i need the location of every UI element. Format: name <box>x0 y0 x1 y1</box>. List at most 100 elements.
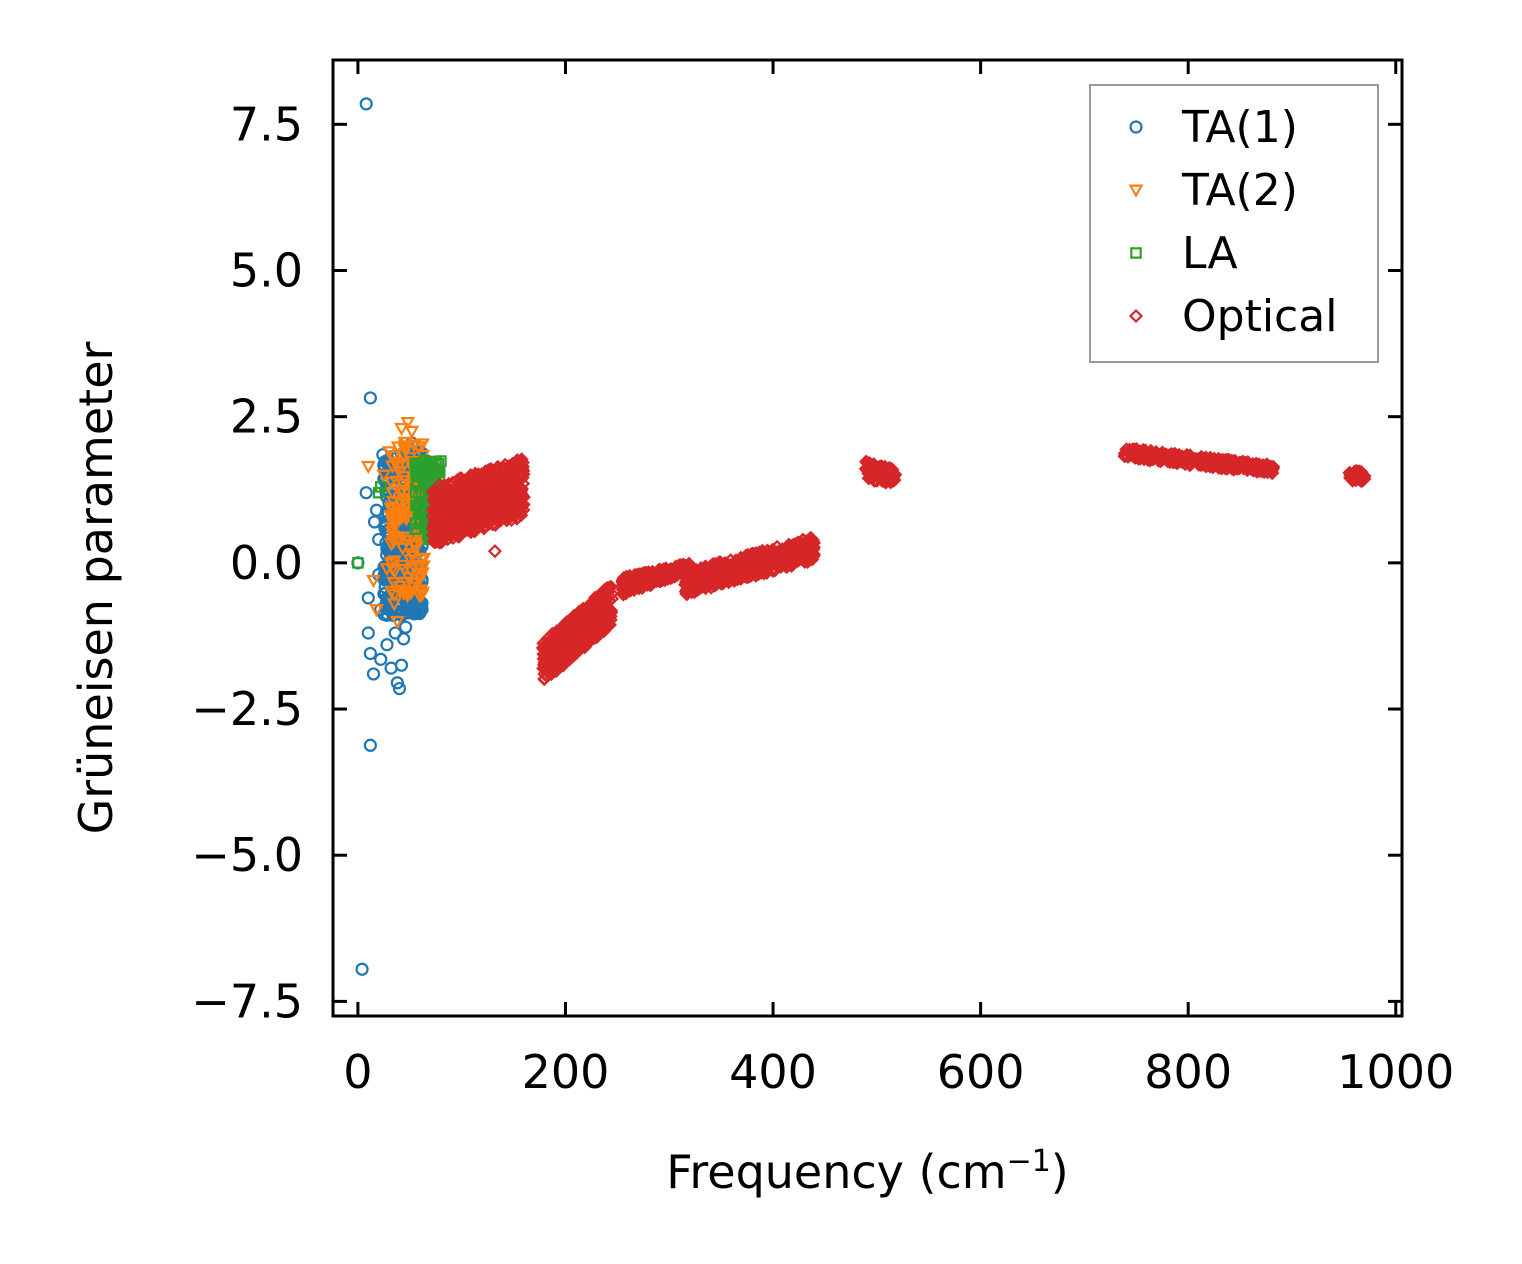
data-point <box>360 460 376 475</box>
data-point <box>441 492 456 507</box>
data-point <box>1225 460 1240 475</box>
data-point <box>386 496 401 510</box>
data-point <box>490 484 505 499</box>
data-point <box>429 534 444 549</box>
data-point <box>568 631 583 646</box>
data-point <box>417 500 430 513</box>
data-point <box>397 436 413 451</box>
y-axis-title: Grüneisen parameter <box>69 341 123 834</box>
data-point <box>735 568 750 583</box>
data-point <box>1125 447 1140 462</box>
data-point <box>762 558 777 573</box>
legend-marker-ta-1 <box>1129 120 1143 134</box>
data-point <box>474 516 489 531</box>
data-point <box>710 576 725 591</box>
data-point <box>492 469 508 484</box>
data-point <box>387 555 402 569</box>
data-point <box>760 543 775 558</box>
data-point <box>396 495 412 510</box>
data-point <box>359 97 373 111</box>
data-point <box>1203 450 1218 466</box>
data-point <box>384 556 400 571</box>
data-point <box>361 591 375 605</box>
data-point <box>1194 455 1209 470</box>
data-point <box>1211 460 1226 475</box>
legend-marker-ta-2 <box>1128 184 1144 198</box>
data-point <box>592 587 607 603</box>
data-point <box>1347 467 1362 482</box>
data-point <box>553 655 568 670</box>
data-point <box>451 502 466 518</box>
x-tick-label: 0 <box>343 1045 372 1099</box>
data-point <box>359 486 373 500</box>
data-point <box>637 574 652 589</box>
data-point <box>391 465 407 480</box>
data-point <box>415 586 431 600</box>
y-tick-label: −7.5 <box>191 974 303 1028</box>
data-point <box>547 657 562 672</box>
data-point <box>485 482 500 497</box>
y-tick-label: 7.5 <box>230 97 303 151</box>
data-point <box>498 457 513 472</box>
data-point <box>472 482 487 497</box>
data-point <box>648 567 663 582</box>
x-axis-title: Frequency (cm−1) <box>666 1144 1069 1200</box>
data-point <box>352 557 364 569</box>
data-point <box>730 572 745 587</box>
data-point <box>366 667 381 681</box>
x-tick-label: 800 <box>1144 1045 1232 1099</box>
x-tick-label: 600 <box>937 1045 1025 1099</box>
data-point <box>513 505 528 520</box>
data-point <box>412 584 428 598</box>
data-point <box>786 554 801 569</box>
data-point <box>404 425 420 440</box>
data-point <box>427 483 442 498</box>
data-point <box>692 572 707 588</box>
data-point <box>776 548 792 563</box>
data-point <box>795 537 810 552</box>
data-marks <box>351 97 1372 976</box>
data-point <box>1354 465 1369 480</box>
data-point <box>394 658 409 672</box>
data-point <box>380 638 394 652</box>
data-point <box>400 417 416 431</box>
data-point <box>433 466 446 479</box>
data-point <box>540 668 555 683</box>
data-point <box>506 472 521 487</box>
data-point <box>513 498 528 513</box>
data-point <box>1181 453 1196 468</box>
data-point <box>801 553 816 568</box>
data-point <box>605 591 620 606</box>
data-point <box>627 582 642 598</box>
data-point <box>413 517 426 530</box>
data-point <box>416 552 432 567</box>
data-point <box>1153 454 1168 469</box>
y-tick-label: 0.0 <box>230 536 303 590</box>
data-point <box>451 475 466 490</box>
data-point <box>744 548 759 563</box>
data-point <box>450 478 465 493</box>
data-point <box>383 585 399 600</box>
data-point <box>575 606 590 621</box>
series-optical <box>425 442 1372 687</box>
data-point <box>1183 450 1199 465</box>
data-point <box>1218 452 1233 467</box>
data-point <box>657 567 672 582</box>
data-point <box>591 600 606 615</box>
y-tick-label: −2.5 <box>191 682 303 736</box>
data-point <box>388 475 404 490</box>
data-point <box>500 485 515 500</box>
data-point <box>432 463 444 475</box>
data-point <box>435 532 450 547</box>
data-point <box>561 645 576 661</box>
data-point <box>385 530 401 544</box>
data-point <box>561 613 576 629</box>
data-point <box>363 738 377 752</box>
data-point <box>869 473 884 488</box>
data-point <box>374 481 387 493</box>
data-point <box>744 559 759 574</box>
data-point <box>411 460 423 473</box>
data-point <box>417 472 430 485</box>
data-point <box>397 563 412 577</box>
